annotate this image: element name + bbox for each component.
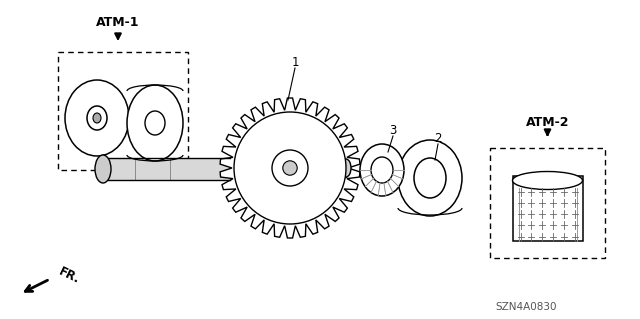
Circle shape (234, 112, 346, 224)
Bar (108, 158, 230, 180)
Polygon shape (220, 98, 360, 238)
Ellipse shape (341, 159, 351, 177)
Text: FR.: FR. (57, 265, 83, 287)
Ellipse shape (65, 80, 129, 156)
Ellipse shape (513, 172, 582, 189)
Text: ATM-1: ATM-1 (96, 16, 140, 28)
Ellipse shape (93, 113, 101, 123)
Ellipse shape (145, 111, 165, 135)
Ellipse shape (371, 157, 393, 183)
Circle shape (272, 150, 308, 186)
Bar (58, 52, 188, 170)
Ellipse shape (127, 85, 183, 161)
Bar (490, 148, 605, 258)
Text: 3: 3 (389, 123, 397, 137)
Bar (308, 159, 346, 177)
Ellipse shape (87, 106, 107, 130)
Ellipse shape (360, 144, 404, 196)
Text: 2: 2 (435, 131, 442, 145)
Circle shape (283, 161, 297, 175)
Ellipse shape (95, 155, 111, 183)
Text: 1: 1 (291, 56, 299, 69)
Ellipse shape (414, 158, 446, 198)
Text: ATM-2: ATM-2 (525, 115, 569, 129)
Bar (513, 175, 582, 241)
Ellipse shape (398, 140, 462, 216)
Text: SZN4A0830: SZN4A0830 (495, 302, 557, 312)
